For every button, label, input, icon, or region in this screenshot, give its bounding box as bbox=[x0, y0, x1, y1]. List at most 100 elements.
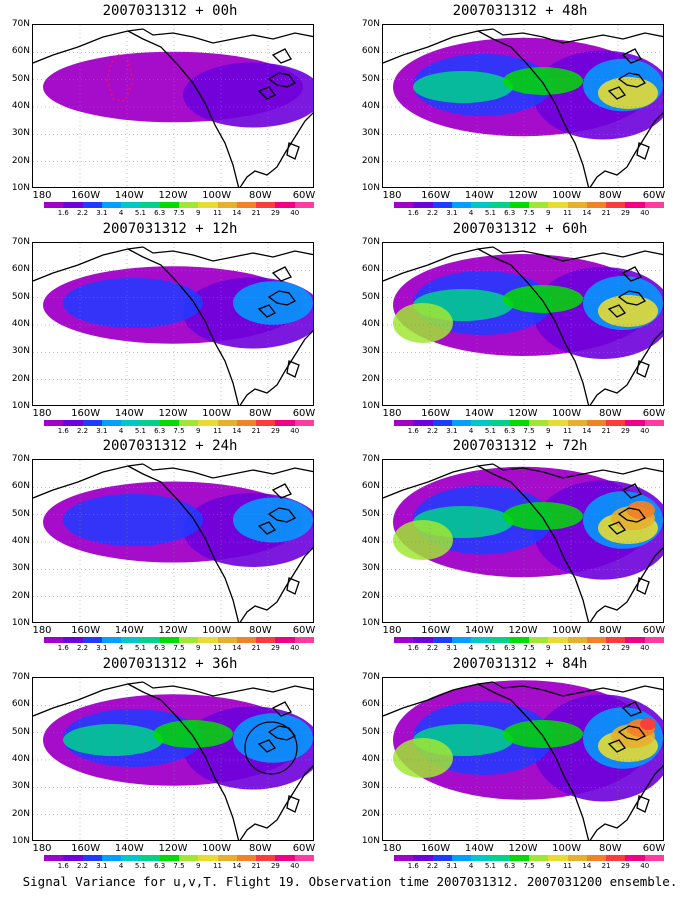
lat-tick-label: 40N bbox=[11, 536, 30, 546]
figure-caption: Signal Variance for u,v,T. Flight 19. Ob… bbox=[22, 874, 678, 889]
colorbar-label: 21 bbox=[251, 209, 261, 217]
lon-tick-label: 180 bbox=[32, 408, 52, 419]
colorbar-swatch bbox=[625, 420, 645, 426]
colorbar-swatch bbox=[159, 855, 179, 861]
lon-tick-label: 60W bbox=[642, 408, 666, 419]
colorbar-swatch bbox=[432, 202, 452, 208]
colorbar-swatch bbox=[451, 420, 472, 426]
colorbar-swatch bbox=[294, 420, 314, 426]
lat-tick-label: 70N bbox=[361, 19, 380, 29]
colorbar-label: 11 bbox=[213, 644, 223, 652]
colorbar-swatch bbox=[394, 855, 414, 861]
colorbar-label: 2.2 bbox=[426, 862, 439, 870]
colorbar bbox=[394, 637, 664, 643]
colorbar-swatch bbox=[528, 420, 549, 426]
lat-tick-label: 30N bbox=[361, 563, 380, 574]
colorbar-swatch bbox=[606, 202, 626, 208]
lat-tick-label: 70N bbox=[11, 672, 30, 682]
colorbar-label: 14 bbox=[582, 209, 592, 217]
colorbar-label: 1.6 bbox=[407, 644, 419, 652]
colorbar-label: 5.1 bbox=[134, 209, 146, 217]
colorbar-swatch bbox=[198, 202, 218, 208]
colorbar-label: 11 bbox=[563, 427, 573, 435]
colorbar-swatch bbox=[413, 420, 433, 426]
colorbar-label: 4 bbox=[468, 209, 474, 217]
colorbar-label: 9 bbox=[196, 209, 201, 217]
colorbar-label: 2.2 bbox=[76, 427, 89, 435]
lon-tick-label: 60W bbox=[292, 843, 316, 854]
lat-tick-label: 40N bbox=[11, 319, 30, 329]
colorbar-swatch bbox=[509, 855, 529, 861]
colorbar-label: 40 bbox=[290, 427, 300, 435]
lon-tick-label: 60W bbox=[292, 408, 316, 419]
lat-tick-label: 50N bbox=[361, 508, 380, 519]
lat-tick-label: 70N bbox=[11, 237, 30, 247]
colorbar-label: 21 bbox=[251, 427, 261, 435]
colorbar-label: 14 bbox=[232, 209, 242, 217]
colorbar-swatch bbox=[586, 637, 607, 643]
colorbar-swatch bbox=[294, 202, 314, 208]
colorbar-swatch bbox=[294, 855, 314, 861]
colorbar-swatch bbox=[217, 202, 237, 208]
lon-tick-label: 180 bbox=[32, 625, 52, 636]
lat-tick-label: 40N bbox=[361, 101, 380, 111]
lat-tick-label: 50N bbox=[361, 291, 380, 302]
colorbar-swatch bbox=[432, 855, 452, 861]
lon-tick-label: 80W bbox=[599, 843, 622, 854]
colorbar-swatch bbox=[63, 420, 83, 426]
lon-tick-label: 140W bbox=[464, 843, 494, 854]
colorbar-swatch bbox=[275, 637, 295, 643]
colorbar-label: 6.3 bbox=[504, 427, 516, 435]
lon-tick-label: 120W bbox=[508, 408, 538, 419]
colorbar-label: 9 bbox=[196, 862, 201, 870]
colorbar-swatch bbox=[140, 855, 160, 861]
lat-tick-label: 70N bbox=[11, 19, 30, 29]
lon-tick-label: 180 bbox=[382, 843, 402, 854]
colorbar-swatch bbox=[101, 855, 122, 861]
colorbar-swatch bbox=[606, 855, 626, 861]
colorbar-swatch bbox=[121, 855, 141, 861]
colorbar-label: 3.1 bbox=[446, 862, 458, 870]
colorbar-swatch bbox=[178, 855, 199, 861]
lon-tick-label: 100W bbox=[202, 843, 232, 854]
lat-tick-label: 50N bbox=[11, 73, 30, 84]
colorbar-label: 11 bbox=[563, 209, 573, 217]
colorbar-label: 7.5 bbox=[523, 209, 535, 217]
colorbar-label: 21 bbox=[601, 209, 611, 217]
colorbar-swatch bbox=[451, 637, 472, 643]
colorbar-label: 3.1 bbox=[446, 209, 458, 217]
colorbar-swatch bbox=[548, 855, 568, 861]
colorbar-swatch bbox=[586, 855, 607, 861]
map-plot bbox=[32, 459, 314, 623]
colorbar bbox=[44, 855, 314, 861]
lat-tick-label: 10N bbox=[361, 618, 380, 628]
colorbar-label: 3.1 bbox=[96, 644, 108, 652]
lon-tick-label: 140W bbox=[114, 408, 144, 419]
colorbar-label: 9 bbox=[546, 209, 551, 217]
colorbar-label: 5.1 bbox=[484, 862, 496, 870]
lat-tick-label: 40N bbox=[11, 754, 30, 764]
lon-tick-label: 100W bbox=[552, 190, 582, 201]
lon-tick-label: 120W bbox=[508, 843, 538, 854]
colorbar-swatch bbox=[625, 855, 645, 861]
colorbar-label: 1.6 bbox=[57, 209, 69, 217]
colorbar-label: 9 bbox=[196, 427, 201, 435]
colorbar-swatch bbox=[63, 637, 83, 643]
lat-tick-label: 30N bbox=[361, 128, 380, 139]
colorbar-swatch bbox=[490, 420, 510, 426]
lon-tick-label: 100W bbox=[552, 625, 582, 636]
colorbar-label: 6.3 bbox=[154, 209, 166, 217]
lon-tick-label: 60W bbox=[292, 625, 316, 636]
lon-tick-label: 60W bbox=[642, 625, 666, 636]
colorbar-label: 29 bbox=[620, 862, 630, 870]
map-plot bbox=[382, 242, 664, 406]
panel-title: 2007031312 + 72h bbox=[452, 438, 588, 454]
colorbar-swatch bbox=[256, 855, 276, 861]
colorbar-label: 2.2 bbox=[76, 209, 89, 217]
lat-tick-label: 60N bbox=[361, 46, 380, 57]
lon-tick-label: 140W bbox=[114, 843, 144, 854]
lon-tick-label: 100W bbox=[202, 625, 232, 636]
colorbar-swatch bbox=[548, 420, 568, 426]
colorbar-label: 11 bbox=[213, 209, 223, 217]
colorbar-swatch bbox=[394, 202, 414, 208]
